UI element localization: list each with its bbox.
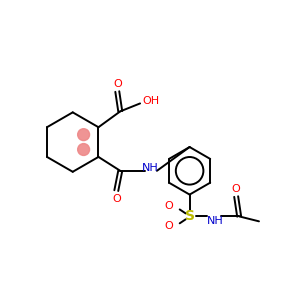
Text: O: O	[232, 184, 241, 194]
Text: O: O	[113, 79, 122, 88]
Text: S: S	[184, 209, 195, 224]
Circle shape	[78, 129, 90, 141]
Text: O: O	[164, 202, 173, 212]
Text: O: O	[112, 194, 121, 203]
Text: NH: NH	[207, 216, 224, 226]
Circle shape	[78, 144, 90, 155]
Text: O: O	[164, 221, 173, 231]
Text: OH: OH	[142, 97, 160, 106]
Text: NH: NH	[142, 163, 158, 173]
